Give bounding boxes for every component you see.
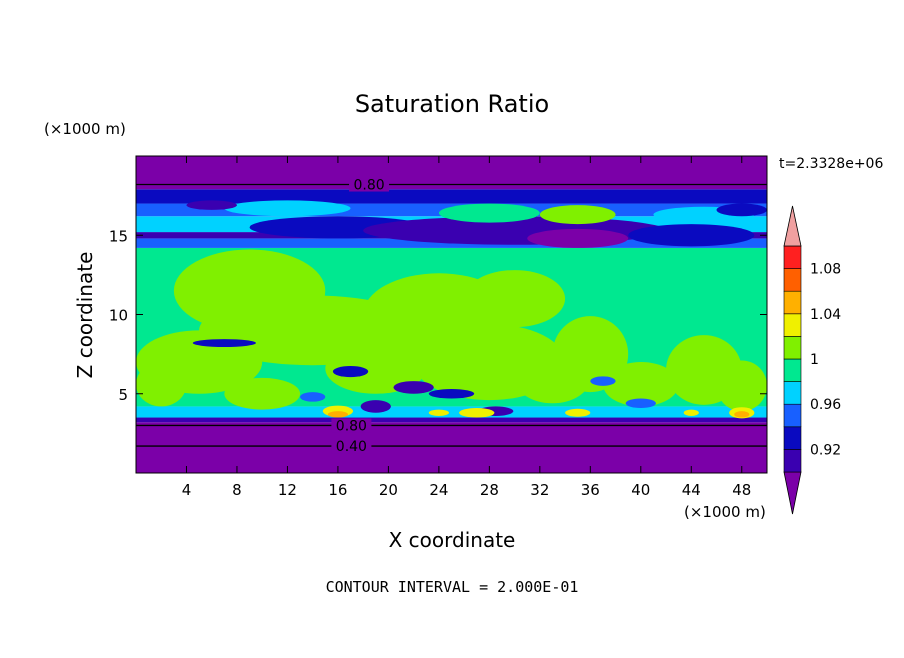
colorbar: 0.92 0.96 1 1.04 1.08 [783, 205, 841, 515]
x-tick-label: 20 [379, 481, 398, 499]
x-tick-label: 28 [480, 481, 499, 499]
upper-layer-blob [539, 205, 616, 225]
field-patch [393, 381, 434, 394]
field-band [136, 406, 767, 418]
field-patch [428, 388, 475, 399]
contour-interval-label: CONTOUR INTERVAL = 2.000E-01 [326, 578, 579, 596]
cloud-region [136, 362, 187, 407]
y-tick-label: 10 [109, 307, 128, 325]
field-band [136, 422, 767, 473]
colorbar-label: 1.04 [810, 307, 841, 323]
colorbar-swatch [783, 381, 802, 405]
cloud-region [224, 377, 301, 410]
x-axis-label: X coordinate [389, 528, 516, 552]
contour-label-gap [331, 439, 372, 454]
field-patch [590, 376, 616, 386]
colorbar-under-triangle [783, 471, 802, 515]
field-patch [360, 400, 391, 413]
upper-layer-blob [716, 203, 767, 217]
field-band [136, 156, 767, 190]
x-unit-label: (×1000 m) [684, 503, 766, 521]
colorbar-swatch [783, 290, 802, 315]
y-axis-ticks: 5 10 15 [109, 227, 767, 404]
field-patch [683, 409, 699, 416]
colorbar-label: 1.08 [810, 262, 841, 278]
field-patch [332, 366, 369, 378]
field-patch [459, 408, 495, 418]
contour-label-gap [331, 418, 372, 433]
y-tick-label: 5 [118, 386, 128, 404]
x-tick-label: 32 [530, 481, 549, 499]
colorbar-label: 1 [810, 352, 819, 368]
upper-layer-blob [527, 228, 629, 248]
upper-layer-blob [438, 203, 540, 223]
upper-layer-blob [224, 200, 351, 217]
x-tick-label: 24 [429, 481, 448, 499]
colorbar-swatch [783, 358, 802, 382]
colorbar-swatch [783, 336, 802, 360]
x-tick-label: 36 [581, 481, 600, 499]
y-unit-label: (×1000 m) [44, 120, 126, 138]
contour-label: 0.40 [336, 439, 367, 455]
cloud-region [325, 343, 427, 394]
saturation-field [136, 156, 767, 473]
colorbar-label: 0.92 [810, 442, 841, 458]
y-axis-label: Z coordinate [73, 252, 97, 379]
upper-layer-blob [628, 224, 755, 247]
x-tick-label: 4 [182, 481, 192, 499]
contour-lines: 0.80 0.80 0.40 [136, 177, 767, 455]
contour-label: 0.80 [336, 418, 367, 434]
cloud-region [514, 352, 591, 404]
colorbar-swatch [783, 426, 802, 450]
field-patch [327, 411, 349, 418]
x-tick-label: 16 [328, 481, 347, 499]
x-tick-label: 8 [232, 481, 242, 499]
field-patch [192, 339, 256, 347]
x-tick-label: 40 [631, 481, 650, 499]
contour-label-gap [349, 177, 390, 192]
colorbar-swatch [783, 449, 802, 473]
field-patch [428, 409, 449, 416]
chart-title: Saturation Ratio [355, 90, 549, 118]
colorbar-swatch [783, 268, 802, 292]
x-tick-label: 12 [278, 481, 297, 499]
colorbar-over-triangle [783, 205, 802, 247]
upper-layer-blob [186, 200, 237, 210]
time-label: t=2.3328e+06 [779, 156, 883, 172]
colorbar-swatch [783, 403, 802, 428]
field-patch [300, 392, 326, 402]
x-tick-label: 44 [682, 481, 701, 499]
cloud-region [602, 362, 679, 407]
field-patch [565, 408, 591, 417]
field-patch [734, 411, 750, 418]
y-tick-label: 15 [109, 227, 128, 245]
colorbar-label: 0.96 [810, 397, 841, 413]
x-axis-ticks: 4 8 12 16 20 24 28 32 36 40 44 48 [182, 156, 751, 499]
colorbar-swatch [783, 313, 802, 337]
field-band [136, 417, 767, 423]
field-patch [625, 398, 656, 409]
cloud-region [716, 360, 767, 412]
field-band [136, 189, 767, 204]
x-tick-label: 48 [732, 481, 751, 499]
cloud-region [464, 270, 566, 328]
contour-label: 0.80 [353, 178, 384, 194]
colorbar-swatch [783, 245, 802, 269]
